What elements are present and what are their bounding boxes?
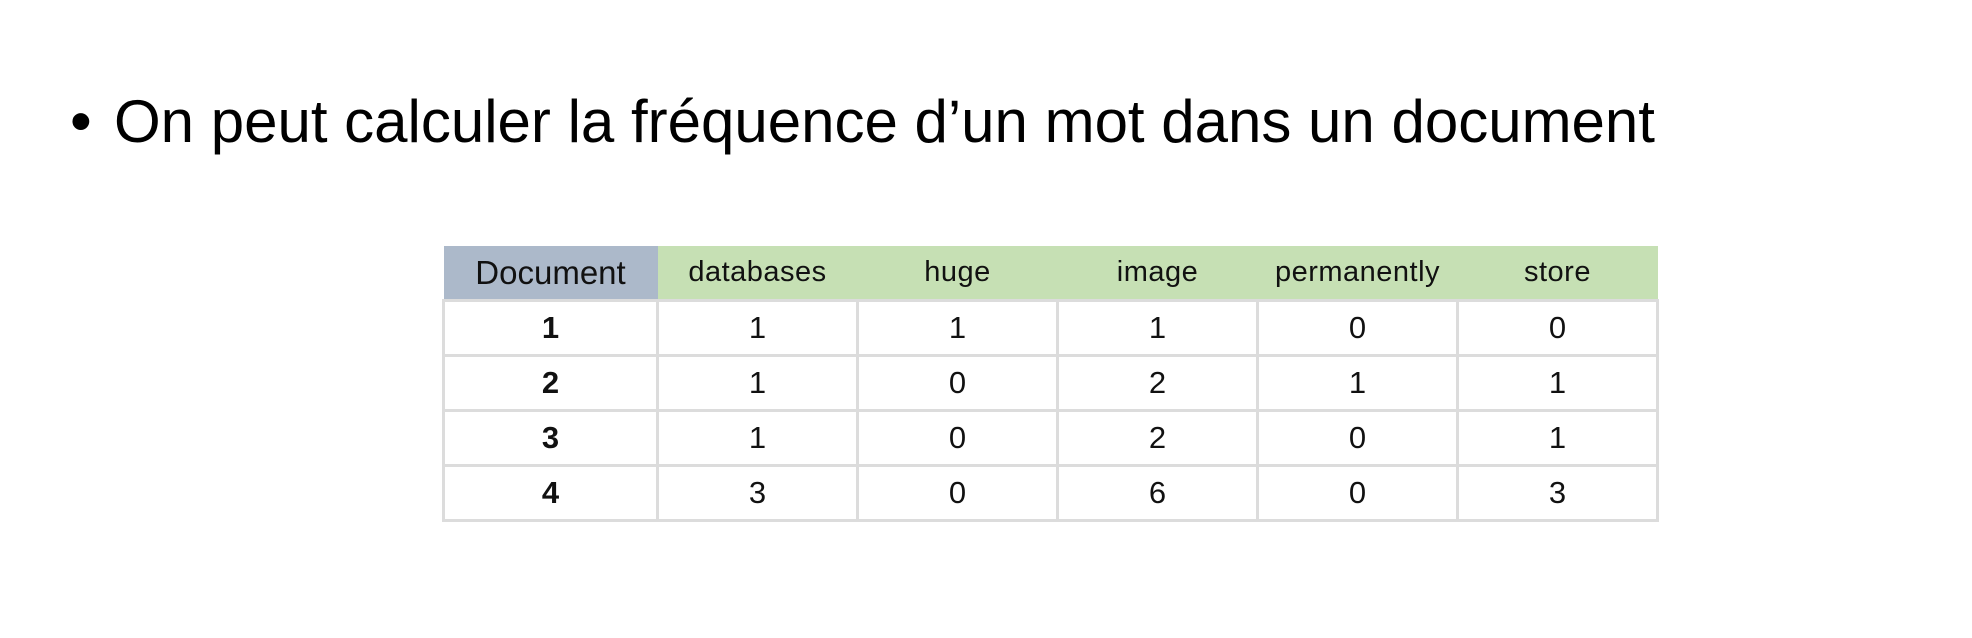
column-header-document: Document <box>443 246 658 301</box>
column-header-databases: databases <box>657 246 858 301</box>
table-row: 4 3 0 6 0 3 <box>442 464 1659 522</box>
frequency-cell: 1 <box>656 409 859 467</box>
frequency-cell: 1 <box>1456 354 1659 412</box>
table-row: 3 1 0 2 0 1 <box>442 409 1659 467</box>
frequency-cell: 0 <box>1256 464 1459 522</box>
bullet-icon: • <box>70 87 92 156</box>
frequency-cell: 1 <box>1056 299 1259 357</box>
bullet-item: • On peut calculer la fréquence d’un mot… <box>70 82 1655 162</box>
table-row: 2 1 0 2 1 1 <box>442 354 1659 412</box>
frequency-cell: 3 <box>656 464 859 522</box>
column-header-permanently: permanently <box>1257 246 1458 301</box>
frequency-cell: 1 <box>1256 354 1459 412</box>
document-id-cell: 1 <box>442 299 659 357</box>
document-id-cell: 2 <box>442 354 659 412</box>
document-id-cell: 3 <box>442 409 659 467</box>
frequency-cell: 1 <box>656 354 859 412</box>
frequency-cell: 1 <box>1456 409 1659 467</box>
frequency-cell: 0 <box>1456 299 1659 357</box>
column-header-image: image <box>1057 246 1258 301</box>
frequency-cell: 0 <box>1256 299 1459 357</box>
frequency-cell: 1 <box>856 299 1059 357</box>
document-id-cell: 4 <box>442 464 659 522</box>
frequency-cell: 1 <box>656 299 859 357</box>
frequency-cell: 6 <box>1056 464 1259 522</box>
frequency-cell: 0 <box>1256 409 1459 467</box>
frequency-cell: 0 <box>856 409 1059 467</box>
table-header-row: Document databases huge image permanentl… <box>443 246 1658 301</box>
frequency-cell: 0 <box>856 464 1059 522</box>
term-frequency-table: Document databases huge image permanentl… <box>442 246 1659 522</box>
column-header-huge: huge <box>857 246 1058 301</box>
bullet-text: On peut calculer la fréquence d’un mot d… <box>114 88 1655 155</box>
frequency-cell: 2 <box>1056 409 1259 467</box>
frequency-cell: 3 <box>1456 464 1659 522</box>
term-frequency-table-container: Document databases huge image permanentl… <box>442 246 1659 522</box>
column-header-store: store <box>1457 246 1658 301</box>
frequency-cell: 2 <box>1056 354 1259 412</box>
table-row: 1 1 1 1 0 0 <box>442 299 1659 357</box>
frequency-cell: 0 <box>856 354 1059 412</box>
